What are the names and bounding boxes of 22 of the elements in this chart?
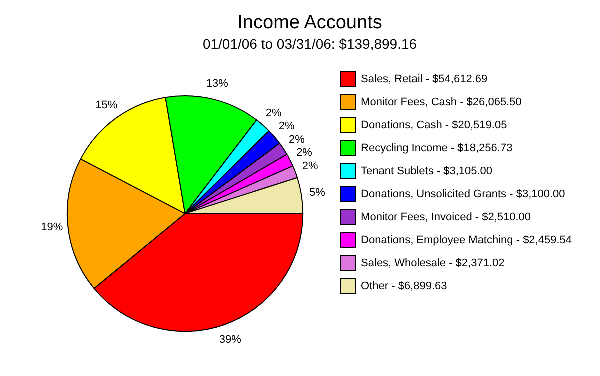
legend-label: Recycling Income - $18,256.73 — [361, 142, 513, 155]
legend-label: Monitor Fees, Cash - $26,065.50 — [361, 96, 522, 109]
legend-label: Monitor Fees, Invoiced - $2,510.00 — [361, 212, 532, 224]
data-label: 2% — [302, 160, 319, 172]
legend-label: Donations, Employee Matching - $2,459.54 — [361, 234, 572, 247]
legend-label: Tenant Sublets - $3,105.00 — [361, 166, 493, 178]
legend-label: Sales, Retail - $54,612.69 — [361, 74, 488, 86]
data-label: 2% — [278, 120, 296, 133]
chart-subtitle: 01/01/06 to 03/31/06: $139,899.16 — [202, 36, 418, 52]
data-label: 13% — [206, 78, 229, 90]
data-label: 2% — [266, 107, 282, 120]
legend-label: Sales, Wholesale - $2,371.02 — [361, 258, 505, 270]
data-label: 2% — [289, 134, 306, 146]
chart-title: Income Accounts — [238, 12, 382, 34]
legend-label: Donations, Cash - $20,519.05 — [361, 120, 508, 132]
data-label: 39% — [219, 334, 242, 346]
data-label: 15% — [96, 100, 118, 112]
legend-label: Donations, Unsolicited Grants - $3,100.00 — [361, 188, 566, 201]
data-label: 2% — [296, 147, 313, 160]
data-label: 5% — [310, 187, 326, 200]
legend-label: Other - $6,899.63 — [361, 280, 448, 293]
data-label: 19% — [41, 222, 64, 234]
